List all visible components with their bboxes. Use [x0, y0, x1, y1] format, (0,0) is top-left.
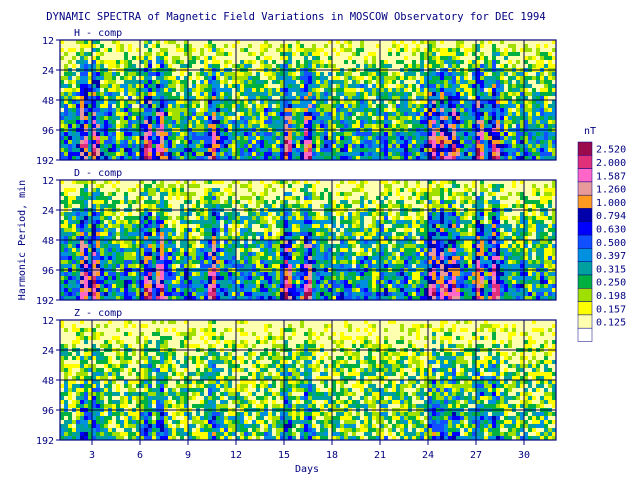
colorbar-level: 1.587 [596, 171, 626, 182]
colorbar-swatch [577, 141, 593, 156]
x-tick-label: 27 [470, 450, 482, 461]
colorbar-swatch [577, 194, 593, 209]
colorbar-level: 0.198 [596, 291, 626, 302]
x-tick-label: 9 [185, 450, 191, 461]
colorbar-level: 2.520 [596, 145, 626, 156]
colorbar-unit: nT [584, 126, 596, 137]
y-tick-label: 12 [42, 36, 54, 47]
y-tick-label: 48 [42, 376, 54, 387]
panel-label: D - comp [74, 168, 122, 179]
y-tick-label: 12 [42, 176, 54, 187]
colorbar-swatch [577, 234, 593, 249]
y-tick-label: 12 [42, 316, 54, 327]
colorbar-level: 0.794 [596, 211, 626, 222]
chart-title: DYNAMIC SPECTRA of Magnetic Field Variat… [46, 11, 545, 23]
colorbar-level: 2.000 [596, 158, 626, 169]
panel-label: H - comp [74, 28, 122, 39]
colorbar-level: 0.397 [596, 251, 626, 262]
panel-d: 12 24 48 96 192 D - comp [36, 168, 557, 307]
x-tick-label: 3 [89, 450, 95, 461]
colorbar-swatch [577, 181, 593, 196]
y-tick-label: 24 [42, 206, 54, 217]
colorbar-swatch [577, 274, 593, 289]
colorbar-level: 0.125 [596, 318, 626, 329]
y-axis-label: Harmonic Period, min [17, 180, 28, 300]
colorbar-swatch [577, 155, 593, 169]
colorbar-swatch [577, 168, 593, 183]
y-tick-label: 96 [42, 406, 54, 417]
panel-h: 12 24 48 96 192 H - comp [36, 28, 557, 167]
colorbar-swatch [577, 301, 593, 316]
x-tick-label: 15 [278, 450, 290, 461]
panel-z: 12 24 48 96 192 Z - comp [36, 308, 557, 447]
x-tick-label: 24 [422, 450, 434, 461]
colorbar-swatch [577, 221, 593, 236]
y-tick-label: 96 [42, 266, 54, 277]
colorbar-level: 0.500 [596, 238, 626, 249]
y-tick-label: 24 [42, 346, 54, 357]
colorbar-level: 0.630 [596, 224, 626, 235]
x-tick-label: 6 [137, 450, 143, 461]
colorbar-level: 0.157 [596, 304, 626, 315]
x-axis-label: Days [295, 464, 319, 475]
y-tick-label: 48 [42, 96, 54, 107]
colorbar-swatch [577, 248, 593, 262]
colorbar-level: 1.260 [596, 185, 626, 196]
y-tick-label: 48 [42, 236, 54, 247]
colorbar-level: 1.000 [596, 198, 626, 209]
colorbar-swatch [577, 208, 593, 223]
y-tick-label: 24 [42, 66, 54, 77]
colorbar-level: 0.315 [596, 264, 626, 275]
y-tick-label: 192 [36, 436, 54, 447]
colorbar-swatch [577, 261, 593, 276]
x-axis-ticks: 3 6 9 12 15 18 21 24 27 30 [89, 440, 530, 461]
x-tick-label: 21 [374, 450, 386, 461]
y-tick-label: 192 [36, 156, 54, 167]
panel-label: Z - comp [74, 308, 122, 319]
colorbar-swatch [577, 314, 593, 329]
x-tick-label: 18 [326, 450, 338, 461]
y-tick-label: 192 [36, 296, 54, 307]
colorbar-swatch [577, 288, 593, 302]
colorbar: 2.520 2.000 1.587 1.260 1.000 0.794 0.630 0.500… [577, 141, 626, 342]
x-tick-label: 12 [230, 450, 242, 461]
y-tick-label: 96 [42, 126, 54, 137]
colorbar-level: 0.250 [596, 278, 626, 289]
x-tick-label: 30 [518, 450, 530, 461]
